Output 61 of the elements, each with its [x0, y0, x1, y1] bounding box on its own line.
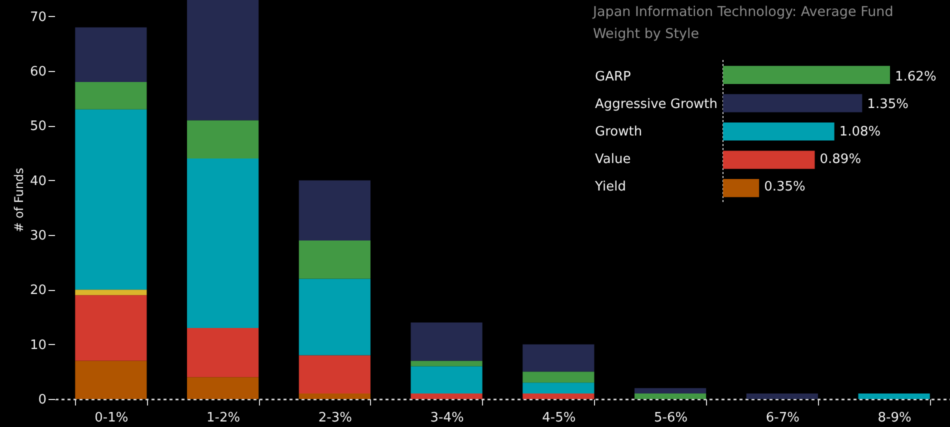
- x-tick-label: 8-9%: [878, 410, 912, 426]
- x-tick-label: 3-4%: [430, 410, 464, 426]
- bar: [75, 109, 147, 290]
- data-label: 1.08%: [839, 124, 881, 140]
- bar: [187, 377, 259, 399]
- x-tick-label: 1-2%: [206, 410, 240, 426]
- y-tick-label: 20: [30, 283, 46, 298]
- chart-title: Japan Information Technology: Average Fund Weight by Style: [592, 4, 894, 42]
- bar: [298, 278, 370, 356]
- bar: [187, 0, 259, 120]
- y-axis-title: # of Funds: [12, 168, 26, 232]
- y-tick-label: 10: [30, 338, 46, 353]
- bar: [723, 66, 890, 84]
- bar: [75, 360, 147, 399]
- bar: [723, 150, 815, 169]
- x-tick-label: 2-3%: [318, 410, 352, 426]
- x-tick-label: 4-5%: [542, 410, 576, 426]
- y-tick-label: 70: [30, 10, 46, 25]
- bar: [858, 394, 930, 399]
- y-tick-label: Yield: [594, 179, 626, 194]
- y-tick-label: Growth: [595, 124, 642, 140]
- bar: [522, 372, 594, 383]
- bar: [410, 322, 482, 361]
- data-label: 0.89%: [820, 152, 862, 167]
- y-tick-label: 60: [30, 64, 46, 80]
- x-tick-label: 6-7%: [766, 410, 800, 426]
- bar: [298, 355, 370, 394]
- bar: [746, 394, 818, 399]
- data-label: 1.62%: [895, 70, 936, 85]
- data-label: 0.35%: [764, 179, 806, 194]
- bar: [298, 180, 370, 240]
- bar: [410, 394, 482, 399]
- x-tick-label: 5-6%: [654, 410, 688, 426]
- y-tick-label: Value: [595, 152, 631, 167]
- x-tick-label: 0-1%: [94, 410, 128, 426]
- bar: [187, 328, 259, 378]
- bar: [75, 295, 147, 361]
- bar: [298, 240, 370, 279]
- bar: [298, 394, 370, 399]
- bar: [410, 360, 482, 366]
- data-label: 1.35%: [867, 97, 908, 112]
- bar: [75, 290, 147, 296]
- bar: [723, 94, 862, 112]
- bar: [634, 388, 706, 394]
- y-tick-label: 40: [30, 174, 46, 189]
- bar: [634, 394, 706, 399]
- bar: [75, 27, 147, 82]
- bar: [522, 382, 594, 394]
- bar: [723, 179, 760, 198]
- y-tick-label: GARP: [595, 70, 631, 85]
- bar: [187, 158, 259, 328]
- bar: [723, 122, 834, 141]
- bar: [75, 82, 147, 110]
- bar: [410, 366, 482, 394]
- bar: [187, 120, 259, 159]
- y-tick-label: Aggressive Growth: [595, 97, 718, 112]
- y-tick-label: 50: [30, 119, 46, 134]
- y-tick-label: 30: [30, 228, 46, 244]
- bar: [522, 344, 594, 372]
- y-tick-label: 0: [38, 392, 46, 408]
- bar: [522, 394, 594, 399]
